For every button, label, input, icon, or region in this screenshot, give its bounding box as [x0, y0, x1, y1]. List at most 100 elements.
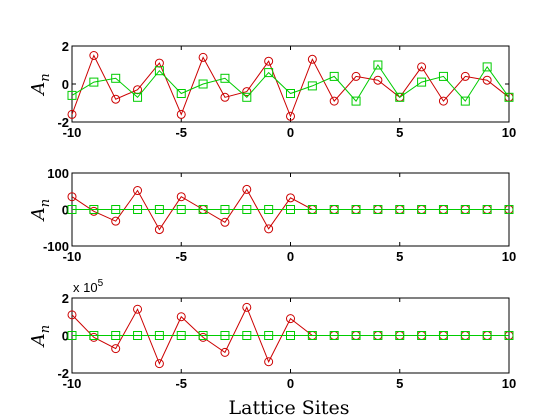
data-point: [242, 205, 252, 214]
data-point: [198, 52, 208, 62]
data-point: [329, 71, 339, 81]
data-point: [307, 331, 317, 340]
data-point: [482, 205, 492, 214]
data-point: [286, 314, 295, 324]
data-point: [242, 331, 252, 340]
data-point: [307, 81, 317, 91]
x-tick-label: -5: [175, 376, 187, 391]
data-point: [417, 77, 427, 87]
data-point: [89, 205, 99, 214]
data-point: [504, 92, 514, 102]
y-tick-label: -2: [57, 366, 69, 381]
series-line-1: [71, 54, 510, 118]
data-point: [460, 96, 470, 106]
data-point: [373, 60, 383, 70]
data-point: [220, 331, 230, 340]
x-tick-label: -10: [63, 249, 82, 264]
series-line-2: [71, 64, 510, 102]
axes-box: [71, 45, 510, 123]
data-point: [89, 51, 99, 60]
data-point: [351, 205, 361, 214]
data-point: [264, 56, 274, 66]
data-point: [154, 331, 164, 340]
data-point: [220, 347, 230, 357]
y-tick-label: -2: [57, 115, 69, 130]
subplot-2: -10 -5 0 5 10 -100 0 100 An: [28, 166, 516, 264]
data-point: [329, 205, 339, 214]
subplot-1: -10 -5 0 5 10 -2 0 2 An: [28, 39, 516, 140]
data-point: [198, 205, 208, 214]
data-point: [417, 331, 427, 340]
data-point: [67, 310, 77, 320]
data-point: [154, 205, 164, 214]
y-multiplier: x 105: [73, 278, 104, 295]
data-point: [154, 66, 164, 76]
y-axis-label: An: [28, 73, 53, 96]
y-tick-label: 2: [62, 39, 69, 54]
y-tick-label: 100: [47, 166, 69, 181]
data-point: [133, 331, 143, 340]
data-point: [286, 193, 295, 203]
data-point: [417, 62, 427, 72]
data-point: [67, 331, 77, 340]
data-point: [264, 68, 274, 78]
data-point: [67, 109, 77, 119]
x-tick-label: -10: [63, 376, 82, 391]
data-point: [438, 96, 448, 106]
data-point: [67, 205, 77, 214]
data-point: [351, 96, 361, 106]
data-point: [264, 357, 274, 367]
y-axis-label: An: [28, 199, 53, 222]
data-point: [286, 331, 295, 340]
data-point: [111, 344, 121, 354]
data-point: [176, 109, 186, 119]
data-point: [242, 184, 252, 194]
data-point: [351, 71, 361, 81]
y-tick-label: 0: [62, 329, 69, 344]
data-point: [264, 331, 274, 340]
x-tick-label: 0: [287, 376, 294, 391]
data-point: [242, 302, 252, 312]
y-axis-label: An: [28, 325, 53, 348]
x-tick-label: 10: [502, 125, 516, 140]
data-point: [198, 79, 208, 89]
data-point: [176, 89, 186, 98]
data-point: [67, 90, 77, 100]
data-point: [286, 205, 295, 214]
data-point: [89, 331, 99, 340]
x-tick-label: -10: [63, 125, 82, 140]
data-point: [176, 205, 186, 214]
data-point: [286, 89, 295, 98]
data-point: [133, 304, 143, 314]
x-tick-label: -5: [175, 249, 187, 264]
x-tick-label: 0: [287, 249, 294, 264]
data-point: [373, 75, 383, 85]
data-point: [220, 217, 230, 227]
data-point: [176, 331, 186, 340]
data-point: [111, 331, 121, 340]
data-point: [307, 205, 317, 214]
data-point: [111, 216, 121, 226]
data-point: [504, 205, 514, 214]
x-tick-label: 5: [396, 249, 403, 264]
data-point: [133, 205, 143, 214]
data-point: [307, 54, 317, 64]
data-point: [395, 205, 405, 214]
data-point: [133, 92, 143, 102]
data-point: [220, 73, 230, 83]
data-point: [176, 192, 186, 202]
data-point: [395, 331, 405, 340]
data-point: [482, 331, 492, 340]
data-point: [220, 92, 230, 102]
data-point: [242, 92, 252, 102]
data-point: [154, 359, 164, 369]
y-tick-label: 2: [62, 291, 69, 306]
data-point: [417, 205, 427, 214]
x-tick-label: 10: [502, 376, 516, 391]
data-point: [198, 331, 208, 340]
x-tick-label: 0: [287, 125, 294, 140]
data-point: [438, 71, 448, 81]
y-tick-label: 0: [62, 203, 69, 218]
y-tick-label: -100: [43, 239, 69, 254]
data-point: [373, 205, 383, 214]
